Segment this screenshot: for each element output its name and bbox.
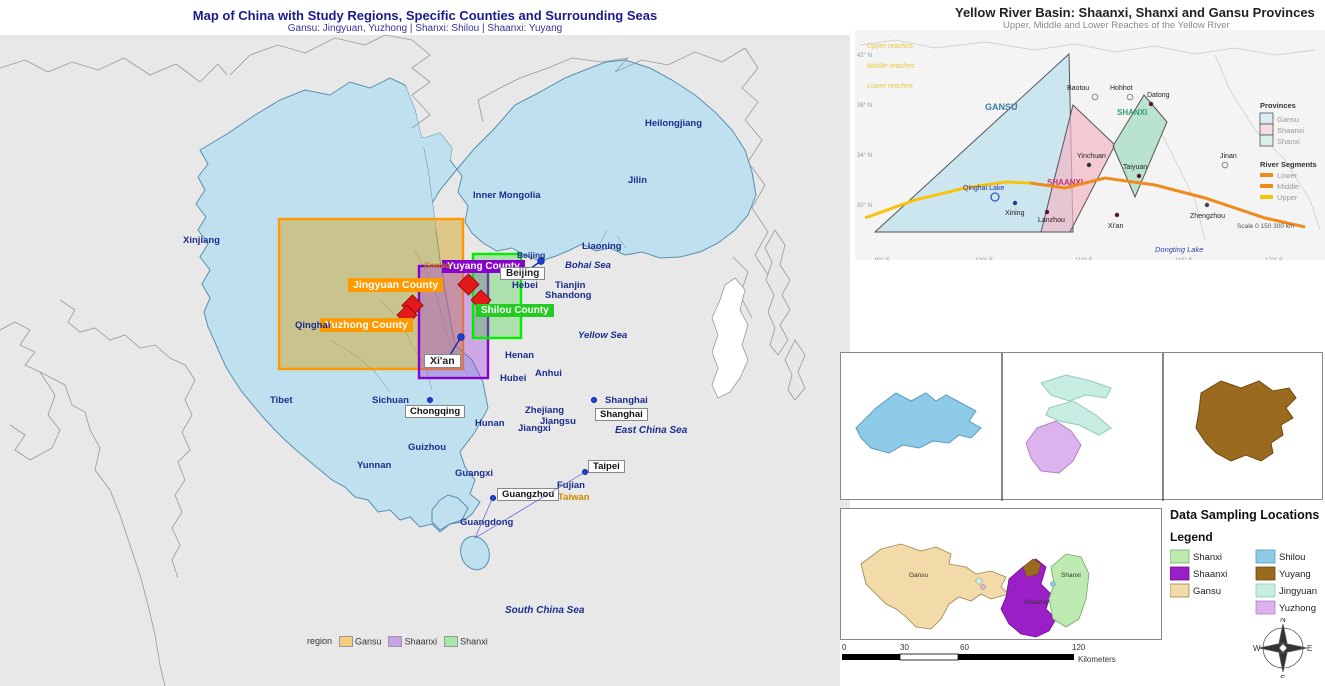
svg-text:30: 30	[900, 643, 909, 652]
svg-text:Shaanxi: Shaanxi	[1024, 599, 1048, 606]
svg-text:Shanxi: Shanxi	[1277, 137, 1300, 146]
svg-text:N: N	[1280, 618, 1286, 624]
svg-text:Xi'an: Xi'an	[1108, 223, 1123, 230]
svg-text:Xining: Xining	[1005, 210, 1025, 217]
svg-text:Datong: Datong	[1147, 92, 1170, 99]
svg-text:Shaanxi: Shaanxi	[1277, 126, 1304, 135]
svg-text:Upper reaches: Upper reaches	[867, 43, 913, 50]
svg-text:W: W	[1253, 644, 1261, 653]
svg-text:Qinghai Lake: Qinghai Lake	[963, 185, 1004, 192]
svg-text:GANSU: GANSU	[985, 102, 1018, 112]
svg-text:Zhengzhou: Zhengzhou	[1190, 213, 1225, 220]
svg-text:115° E: 115° E	[1175, 258, 1193, 260]
svg-text:90° E: 90° E	[875, 258, 890, 260]
svg-text:E: E	[1307, 644, 1312, 653]
svg-text:122° E: 122° E	[1265, 258, 1283, 260]
svg-text:100° E: 100° E	[975, 258, 993, 260]
svg-text:60: 60	[960, 643, 969, 652]
svg-text:Shanxi: Shanxi	[1193, 552, 1222, 563]
svg-text:Lanzhou: Lanzhou	[1038, 217, 1065, 224]
svg-text:Taiyuan: Taiyuan	[1123, 164, 1147, 171]
svg-text:Middle: Middle	[1277, 182, 1299, 191]
svg-text:42° N: 42° N	[857, 53, 872, 59]
svg-text:Middle reaches: Middle reaches	[867, 63, 915, 70]
svg-text:110° E: 110° E	[1075, 258, 1093, 260]
svg-text:Baotou: Baotou	[1067, 85, 1089, 92]
svg-text:Gansu: Gansu	[1277, 115, 1299, 124]
svg-text:38° N: 38° N	[857, 103, 872, 109]
svg-text:34° N: 34° N	[857, 153, 872, 159]
svg-text:Jinan: Jinan	[1220, 153, 1237, 160]
svg-text:Yinchuan: Yinchuan	[1077, 153, 1106, 160]
svg-text:River Segments: River Segments	[1260, 160, 1317, 169]
svg-text:Dongting Lake: Dongting Lake	[1155, 245, 1203, 254]
svg-text:S: S	[1280, 674, 1285, 678]
svg-text:Lower: Lower	[1277, 171, 1298, 180]
svg-text:Provinces: Provinces	[1260, 101, 1296, 110]
svg-text:0: 0	[842, 643, 847, 652]
svg-text:Lower reaches: Lower reaches	[867, 83, 913, 90]
svg-text:Upper: Upper	[1277, 193, 1298, 202]
svg-text:Shaanxi: Shaanxi	[1193, 569, 1227, 580]
svg-text:Jingyuan: Jingyuan	[1279, 586, 1317, 597]
svg-text:Kilometers: Kilometers	[1078, 655, 1116, 664]
svg-text:Shanxi: Shanxi	[1061, 572, 1081, 579]
svg-text:120: 120	[1072, 643, 1086, 652]
svg-text:Yuzhong: Yuzhong	[1279, 603, 1316, 614]
svg-text:Scale 0 150 300 km: Scale 0 150 300 km	[1237, 223, 1294, 230]
svg-text:Hohhot: Hohhot	[1110, 85, 1133, 92]
svg-text:SHANXI: SHANXI	[1117, 108, 1147, 117]
svg-text:30° N: 30° N	[857, 203, 872, 209]
svg-text:Gansu: Gansu	[909, 572, 929, 579]
svg-text:Shilou: Shilou	[1279, 552, 1305, 563]
svg-text:Yuyang: Yuyang	[1279, 569, 1311, 580]
svg-text:Gansu: Gansu	[1193, 586, 1221, 597]
